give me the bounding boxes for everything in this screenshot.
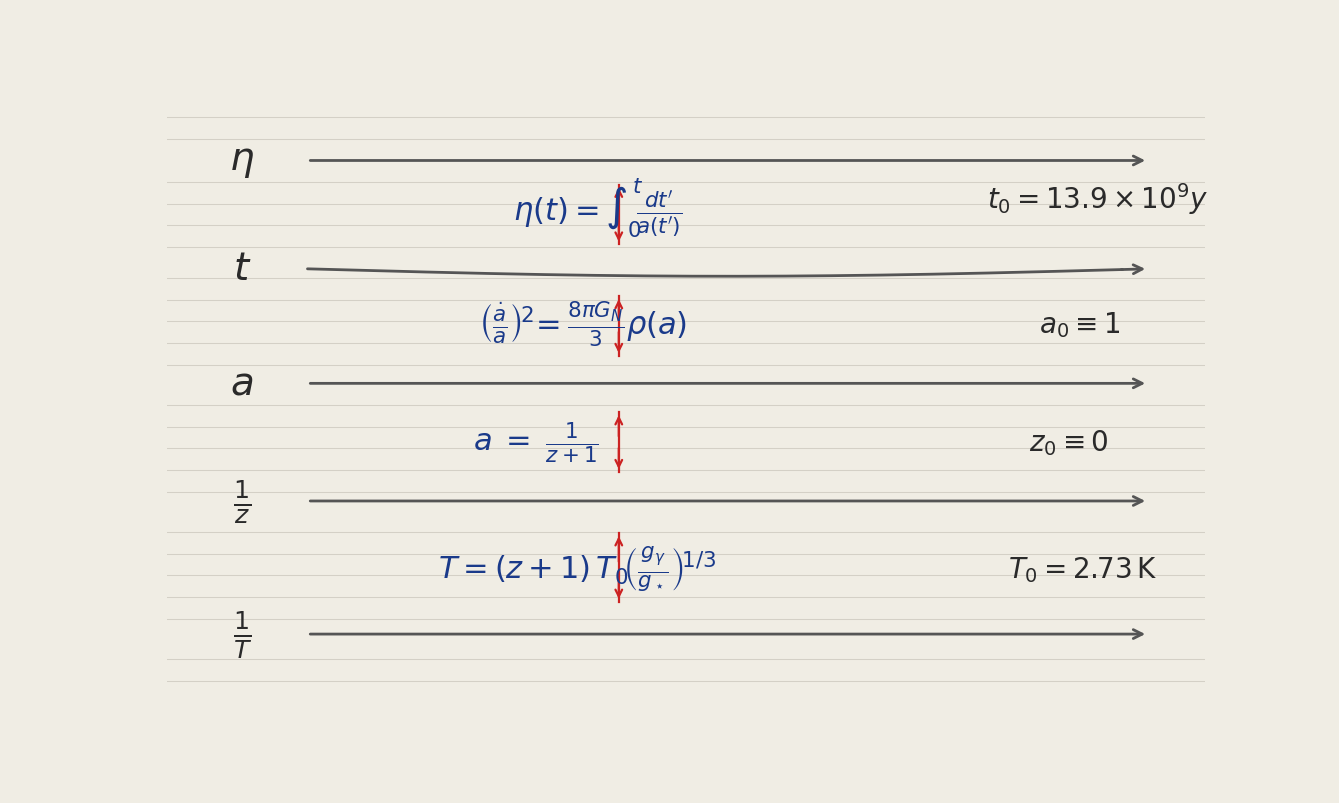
Text: $\eta(t) = \int_0^{t}\!\frac{dt'}{a(t')}$: $\eta(t) = \int_0^{t}\!\frac{dt'}{a(t')}… bbox=[513, 176, 683, 239]
Text: $\left(\frac{\dot{a}}{a}\right)^{\!2}\!=\frac{8\pi G_N}{3}\rho(a)$: $\left(\frac{\dot{a}}{a}\right)^{\!2}\!=… bbox=[478, 300, 687, 349]
Text: $\frac{1}{T}$: $\frac{1}{T}$ bbox=[233, 609, 252, 660]
Text: $t_0 = 13.9\times10^9 y$: $t_0 = 13.9\times10^9 y$ bbox=[987, 181, 1209, 216]
Text: $T=(z+1)\,T_0\!\left(\frac{g_\gamma}{g_\star}\right)^{\!1/3}$: $T=(z+1)\,T_0\!\left(\frac{g_\gamma}{g_\… bbox=[438, 545, 716, 593]
Text: $a_0\equiv 1$: $a_0\equiv 1$ bbox=[1039, 310, 1121, 340]
Text: $\eta$: $\eta$ bbox=[229, 143, 254, 180]
Text: $\frac{1}{z}$: $\frac{1}{z}$ bbox=[233, 478, 252, 525]
Text: $z_0\equiv 0$: $z_0\equiv 0$ bbox=[1028, 428, 1109, 458]
Text: $a$: $a$ bbox=[230, 365, 253, 402]
Text: $t$: $t$ bbox=[233, 251, 252, 288]
Text: $T_0 = 2.73\,\mathrm{K}$: $T_0 = 2.73\,\mathrm{K}$ bbox=[1008, 555, 1157, 585]
Text: $a\;=\;\frac{1}{z+1}$: $a\;=\;\frac{1}{z+1}$ bbox=[473, 420, 599, 466]
